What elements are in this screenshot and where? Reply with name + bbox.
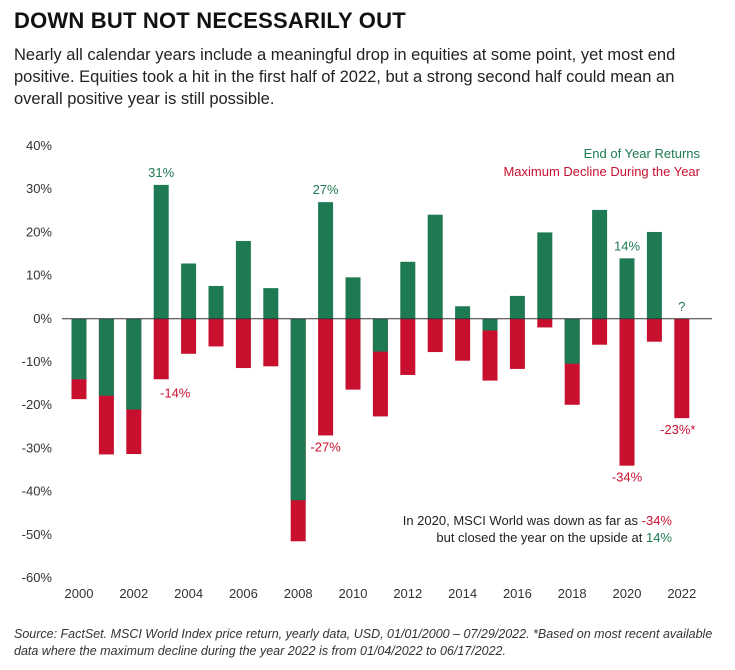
bar-end-of-year-2011 — [372, 318, 388, 352]
data-label-red-2009: -27% — [310, 439, 341, 454]
x-tick-label: 2016 — [503, 586, 532, 601]
bar-max-decline-2004 — [181, 318, 197, 354]
bar-end-of-year-2014 — [455, 306, 471, 319]
x-tick-label: 2014 — [448, 586, 477, 601]
bar-end-of-year-2021 — [646, 231, 662, 319]
y-tick-label: 10% — [26, 268, 52, 283]
bar-end-of-year-2001 — [98, 318, 114, 396]
data-label-green-2022: ? — [678, 299, 685, 314]
y-tick-label: -30% — [22, 440, 53, 455]
bar-end-of-year-2007 — [263, 288, 279, 319]
bar-end-of-year-2006 — [235, 241, 251, 319]
bar-end-of-year-2019 — [592, 209, 608, 319]
bar-end-of-year-2016 — [509, 295, 525, 319]
x-tick-label: 2012 — [393, 586, 422, 601]
x-tick-label: 2000 — [65, 586, 94, 601]
bar-max-decline-2003 — [153, 318, 169, 380]
data-label-red-2020: -34% — [612, 470, 643, 485]
bar-max-decline-2012 — [400, 318, 416, 375]
legend-max-decline: Maximum Decline During the Year — [503, 164, 700, 179]
y-tick-label: -10% — [22, 354, 53, 369]
bar-end-of-year-2004 — [181, 263, 197, 319]
y-tick-label: -50% — [22, 527, 53, 542]
bar-max-decline-2022 — [674, 318, 690, 419]
bar-end-of-year-2020 — [619, 258, 635, 319]
bar-max-decline-2013 — [427, 318, 443, 353]
annotation-note-line1: In 2020, MSCI World was down as far as -… — [403, 513, 673, 528]
bar-max-decline-2016 — [509, 318, 525, 369]
y-tick-label: 20% — [26, 224, 52, 239]
bar-max-decline-2021 — [646, 318, 662, 342]
chart-title: DOWN BUT NOT NECESSARILY OUT — [14, 8, 406, 33]
data-label-red-2003: -14% — [160, 385, 191, 400]
bar-max-decline-2015 — [482, 318, 498, 381]
bar-max-decline-2005 — [208, 318, 224, 347]
bar-end-of-year-2003 — [153, 184, 169, 319]
x-tick-label: 2018 — [558, 586, 587, 601]
source-footnote: Source: FactSet. MSCI World Index price … — [14, 627, 713, 658]
bar-end-of-year-2002 — [126, 318, 142, 410]
data-label-red-2022: -23%* — [660, 422, 695, 437]
x-tick-label: 2004 — [174, 586, 203, 601]
data-label-green-2003: 31% — [148, 165, 174, 180]
bar-max-decline-2014 — [455, 318, 471, 361]
y-tick-label: -20% — [22, 397, 53, 412]
bar-end-of-year-2005 — [208, 285, 224, 319]
bar-end-of-year-2008 — [290, 318, 306, 501]
bar-end-of-year-2013 — [427, 214, 443, 319]
y-tick-label: 40% — [26, 138, 52, 153]
bar-end-of-year-2010 — [345, 277, 361, 319]
bar-end-of-year-2018 — [564, 318, 580, 364]
x-tick-label: 2010 — [339, 586, 368, 601]
bar-max-decline-2020 — [619, 318, 635, 466]
bar-max-decline-2007 — [263, 318, 279, 367]
bar-end-of-year-2009 — [318, 202, 334, 319]
x-tick-label: 2008 — [284, 586, 313, 601]
data-label-green-2009: 27% — [313, 182, 339, 197]
y-tick-label: 0% — [33, 311, 52, 326]
bar-max-decline-2006 — [235, 318, 251, 369]
y-tick-label: -40% — [22, 484, 53, 499]
bar-max-decline-2017 — [537, 318, 553, 328]
annotation-note-line2: but closed the year on the upside at 14% — [436, 530, 672, 545]
bar-end-of-year-2012 — [400, 261, 416, 319]
bar-end-of-year-2017 — [537, 232, 553, 319]
bar-max-decline-2009 — [318, 318, 334, 436]
y-tick-label: -60% — [22, 570, 53, 585]
y-tick-label: 30% — [26, 181, 52, 196]
bar-end-of-year-2000 — [71, 318, 87, 380]
data-label-green-2020: 14% — [614, 238, 640, 253]
x-tick-label: 2020 — [613, 586, 642, 601]
chart-subtitle: Nearly all calendar years include a mean… — [14, 46, 676, 108]
bar-max-decline-2019 — [592, 318, 608, 345]
x-tick-label: 2022 — [667, 586, 696, 601]
x-tick-label: 2002 — [119, 586, 148, 601]
bar-end-of-year-2015 — [482, 318, 498, 331]
x-tick-label: 2006 — [229, 586, 258, 601]
bar-chart: 40% 30% 20% 10% 0% -10% -20% -30% -40% -50% -60% 2… — [22, 138, 712, 601]
bar-max-decline-2010 — [345, 318, 361, 390]
legend-end-of-year: End of Year Returns — [584, 146, 701, 161]
